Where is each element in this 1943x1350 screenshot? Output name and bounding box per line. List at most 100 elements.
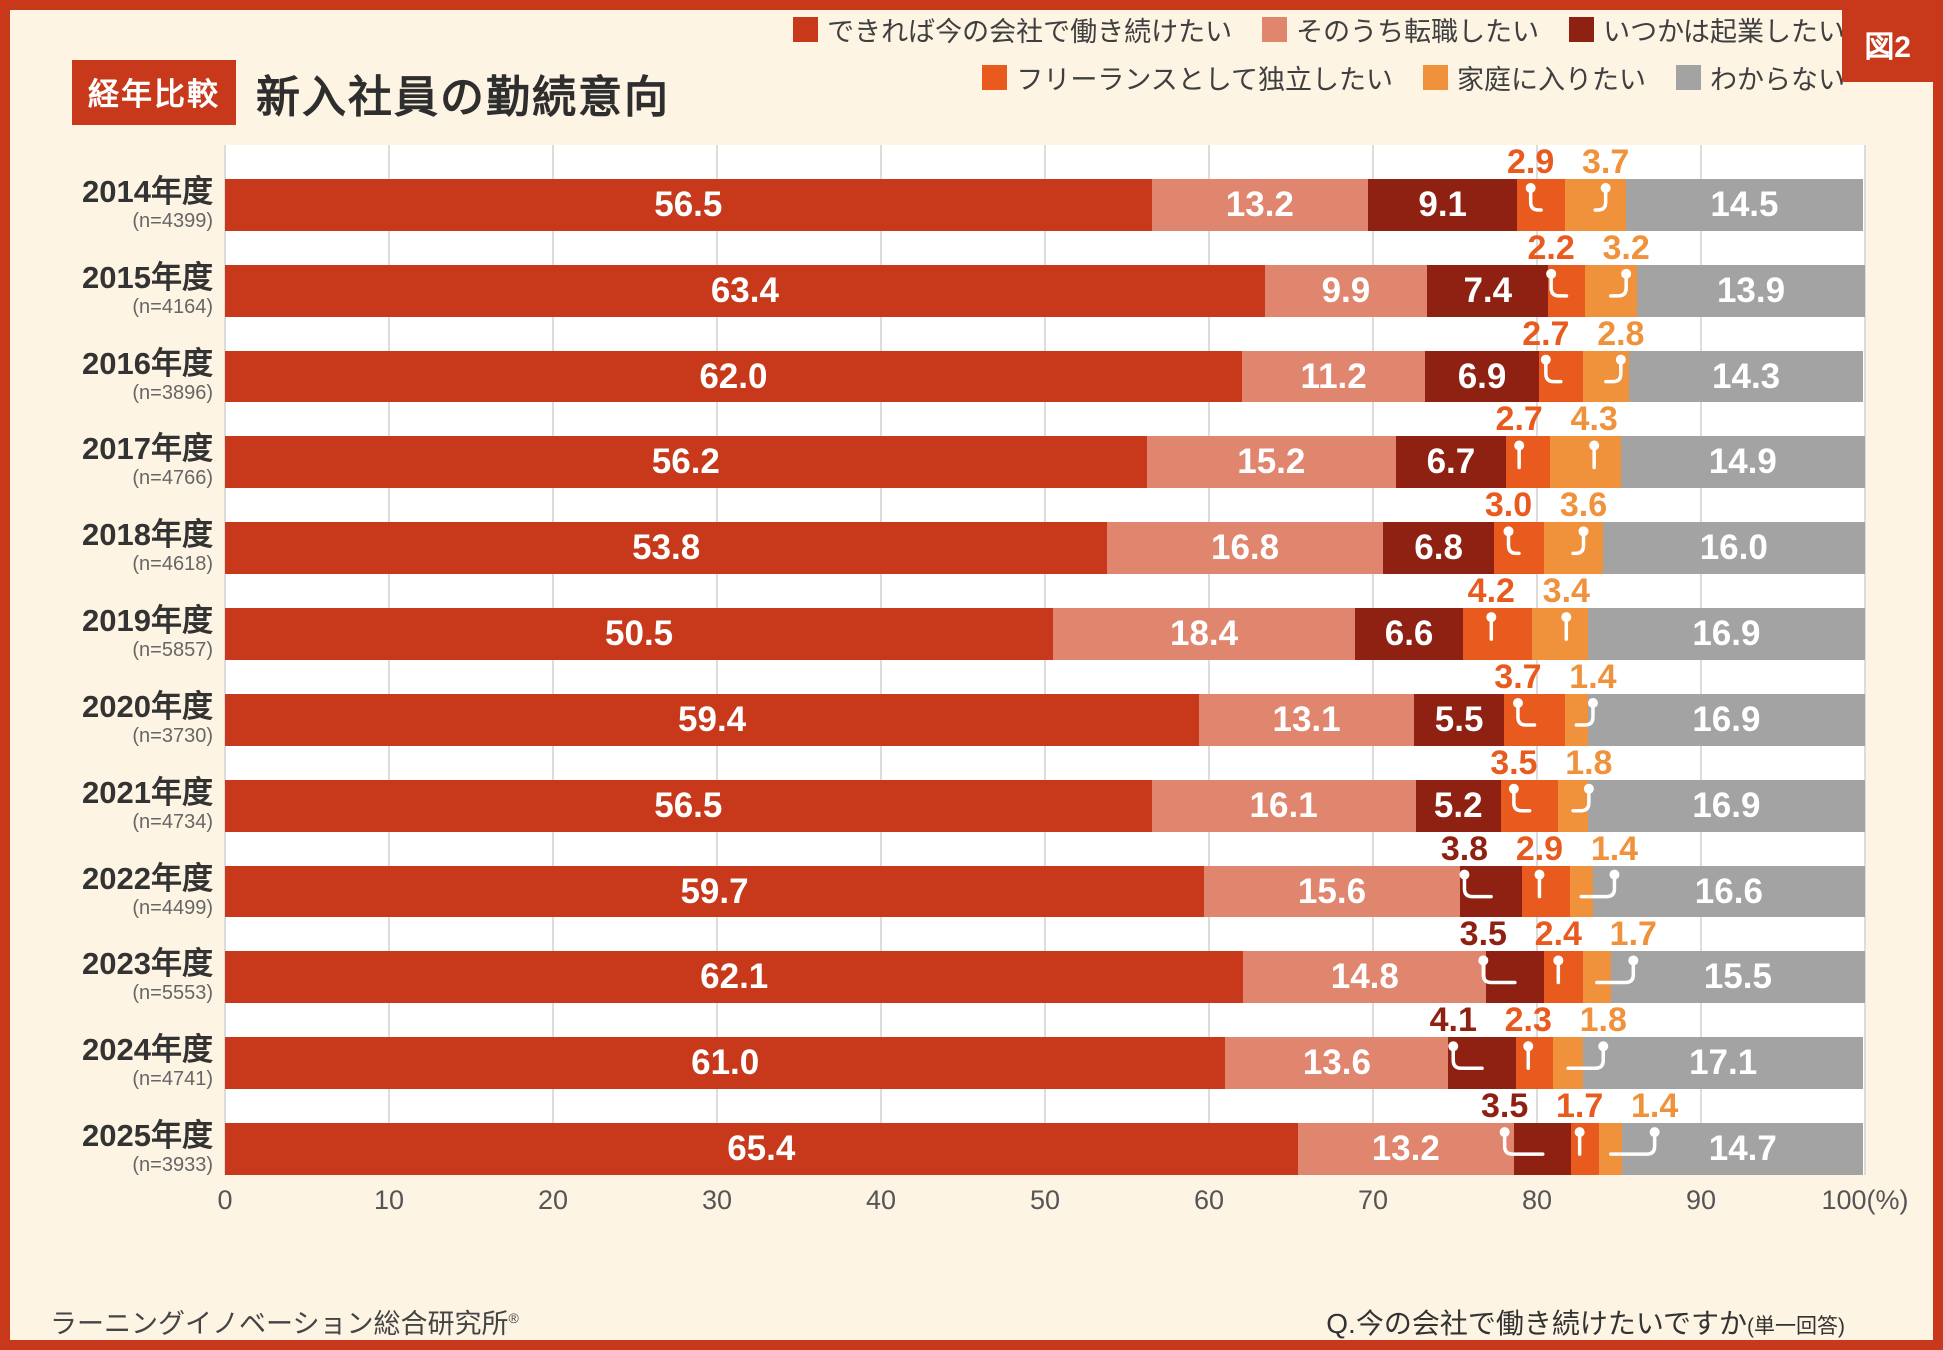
legend-item: いつかは起業したい <box>1569 10 1845 49</box>
bar-segment <box>1587 779 1865 832</box>
bar-segment <box>1427 264 1549 317</box>
year-axis-label: 2023年度 (n=5553) <box>10 948 213 1005</box>
bar-segment <box>1543 522 1603 575</box>
bar-segment <box>1625 179 1864 231</box>
segment-value-label: 59.7 <box>680 871 749 911</box>
bar-segment <box>1599 1123 1623 1175</box>
callout-value-label: 3.5 <box>1480 1087 1529 1126</box>
bar-segment <box>1459 865 1523 918</box>
bar-segment <box>1225 1037 1449 1090</box>
callout-value-label: 1.4 <box>1590 829 1639 868</box>
bar-segment <box>225 865 1205 918</box>
bar-segment <box>1602 522 1865 575</box>
legend-label: いつかは起業したい <box>1603 17 1845 47</box>
segment-value-label: 14.7 <box>1708 1129 1777 1169</box>
bar-segment <box>225 1037 1226 1090</box>
sample-size-label: (n=4766) <box>132 467 213 490</box>
callout-value-label: 1.8 <box>1565 743 1613 782</box>
bar-segment <box>1504 693 1565 746</box>
callout-value-label: 3.7 <box>1494 657 1542 696</box>
legend-item: わからない <box>1676 58 1845 97</box>
legend-swatch-icon <box>1423 65 1448 90</box>
bar-segment <box>225 779 1152 832</box>
bar-segment <box>1620 436 1865 489</box>
year-axis-label: 2021年度 (n=4734) <box>10 776 213 833</box>
year-axis-label: 2018年度 (n=4618) <box>10 519 213 576</box>
legend-row: フリーランスとして独立したい 家庭に入りたい わからない <box>763 58 1845 97</box>
sample-size-label: (n=3933) <box>132 1154 213 1177</box>
bar-segment <box>1448 1037 1516 1090</box>
gridline <box>1864 145 1866 1175</box>
callout-value-label: 1.4 <box>1630 1087 1679 1126</box>
segment-value-label: 65.4 <box>727 1129 796 1169</box>
bar-segment <box>1264 264 1428 317</box>
bar-segment <box>225 264 1265 317</box>
segment-value-label: 6.9 <box>1457 356 1507 396</box>
legend-item: そのうち転職したい <box>1262 10 1539 49</box>
callout-value-label: 2.9 <box>1515 829 1564 868</box>
bar-segment <box>1584 264 1638 317</box>
segment-value-label: 53.8 <box>632 528 701 568</box>
segment-value-label: 9.9 <box>1321 270 1371 310</box>
bar-segment <box>1494 522 1544 575</box>
segment-value-label: 14.5 <box>1710 185 1779 224</box>
segment-value-label: 6.6 <box>1384 614 1434 654</box>
segment-value-label: 16.0 <box>1699 528 1768 568</box>
bar-segment <box>1241 350 1426 403</box>
question-text: Q.今の会社で働き続けたいですか <box>1326 1308 1747 1339</box>
figure-number-badge: 図2 <box>1842 10 1933 82</box>
bar-segment <box>1543 951 1583 1004</box>
segment-value-label: 9.1 <box>1418 185 1468 224</box>
segment-value-label: 16.6 <box>1694 871 1763 911</box>
legend: できれば今の会社で働き続けたい そのうち転職したい いつかは起業したいフリーランスと… <box>763 10 1845 106</box>
x-tick-label: 30 <box>701 1185 733 1215</box>
bar-segment <box>1204 865 1460 918</box>
bar-segment <box>1395 436 1506 489</box>
segment-value-label: 16.9 <box>1692 785 1761 825</box>
bar-segment <box>1532 608 1588 660</box>
legend-swatch-icon <box>982 65 1008 90</box>
legend-item: フリーランスとして独立したい <box>982 58 1393 97</box>
bar-segment <box>225 693 1200 746</box>
callout-value-label: 1.7 <box>1555 1087 1604 1126</box>
segment-value-label: 13.2 <box>1225 185 1294 224</box>
gridline <box>1700 145 1702 1175</box>
callout-value-label: 1.7 <box>1609 915 1657 954</box>
segment-value-label: 16.1 <box>1249 785 1318 825</box>
bar-segment <box>225 1123 1298 1175</box>
legend-label: 家庭に入りたい <box>1457 65 1646 95</box>
bar-segment <box>1053 608 1355 660</box>
bar-segment <box>1151 179 1369 231</box>
year-label: 2020年度 <box>82 688 213 724</box>
bar-segment <box>1297 1123 1515 1175</box>
segment-value-label: 16.8 <box>1211 528 1280 568</box>
sample-size-label: (n=5553) <box>132 982 213 1005</box>
bar-segment <box>1587 693 1865 746</box>
bar-segment <box>1553 1037 1583 1090</box>
callout-value-label: 1.4 <box>1569 657 1617 696</box>
sample-size-label: (n=4499) <box>132 896 213 919</box>
bar-segment <box>1500 779 1559 832</box>
year-label: 2017年度 <box>82 431 213 467</box>
segment-value-label: 7.4 <box>1463 270 1513 310</box>
gridline <box>1044 145 1046 1175</box>
segment-value-label: 13.2 <box>1371 1129 1440 1169</box>
x-tick-label: 10 <box>373 1185 405 1215</box>
bar-segment <box>1505 436 1551 489</box>
x-tick-label: 60 <box>1193 1185 1225 1215</box>
callout-value-label: 3.6 <box>1559 486 1608 525</box>
year-label: 2025年度 <box>82 1118 213 1154</box>
callout-value-label: 4.1 <box>1429 1001 1477 1040</box>
legend-item: できれば今の会社で働き続けたい <box>793 10 1232 49</box>
bar-segment <box>1610 951 1865 1004</box>
legend-swatch-icon <box>1569 17 1595 42</box>
segment-value-label: 56.2 <box>651 442 720 482</box>
bar-segment <box>1622 1123 1864 1175</box>
bar-segment <box>225 179 1152 231</box>
page-title: 新入社員の勤続意向 <box>256 72 670 122</box>
sample-size-label: (n=3896) <box>132 381 213 404</box>
bar-segment <box>1571 1123 1600 1175</box>
x-tick-label: 100(%) <box>1821 1185 1909 1215</box>
gridline <box>1372 145 1374 1175</box>
